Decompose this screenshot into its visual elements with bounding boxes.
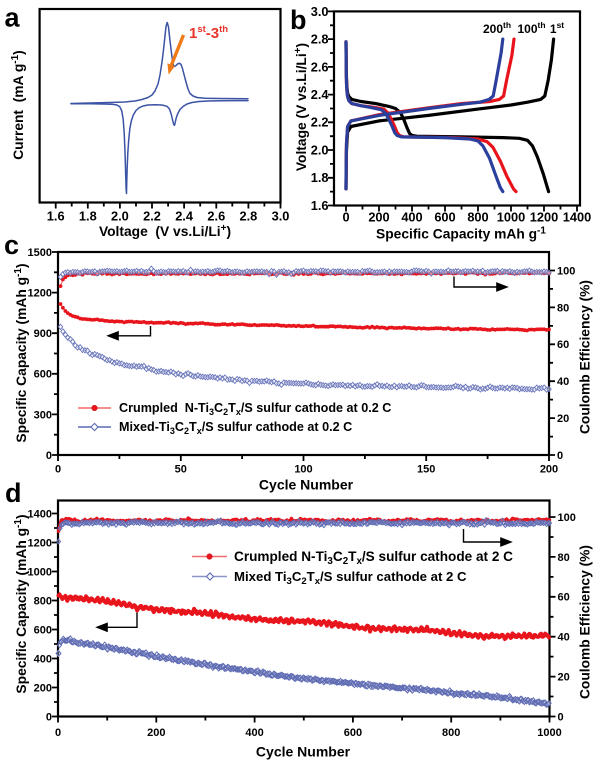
svg-text:1.8: 1.8 — [311, 170, 329, 185]
svg-text:0: 0 — [55, 727, 61, 739]
svg-text:2.4: 2.4 — [311, 87, 330, 102]
svg-text:200: 200 — [147, 727, 165, 739]
svg-text:80: 80 — [558, 552, 570, 564]
svg-text:900: 900 — [34, 328, 52, 340]
svg-text:1400: 1400 — [28, 508, 52, 520]
svg-text:200: 200 — [540, 464, 558, 476]
svg-text:150: 150 — [417, 464, 435, 476]
svg-text:200: 200 — [34, 682, 52, 694]
svg-text:100: 100 — [294, 464, 312, 476]
svg-text:2.0: 2.0 — [311, 142, 329, 157]
svg-text:3.0: 3.0 — [272, 209, 290, 224]
svg-text:1.6: 1.6 — [47, 209, 65, 224]
svg-text:400: 400 — [34, 653, 52, 665]
svg-text:1200: 1200 — [28, 288, 52, 300]
svg-text:2.2: 2.2 — [143, 209, 161, 224]
svg-text:Specific Capacity mAh g-1​: Specific Capacity mAh g-1​ — [376, 225, 546, 241]
svg-text:40: 40 — [558, 632, 570, 644]
svg-text:600: 600 — [344, 727, 362, 739]
svg-text:2.8: 2.8 — [240, 209, 258, 224]
svg-text:Coulomb Efficiency (%): Coulomb Efficiency (%) — [578, 280, 593, 434]
svg-text:0: 0 — [557, 450, 563, 462]
svg-text:400: 400 — [245, 727, 263, 739]
svg-text:2.4: 2.4 — [175, 209, 194, 224]
svg-text:Current (mA g-1​): Current (mA g-1​) — [10, 50, 26, 160]
svg-text:1200: 1200 — [530, 209, 558, 224]
svg-text:Voltage (V vs.Li/Li+​): Voltage (V vs.Li/Li+​) — [293, 43, 309, 171]
svg-text:Crumpled N-Ti3​C2​Tx​/S sulfur: Crumpled N-Ti3​C2​Tx​/S sulfur cathode a… — [234, 549, 513, 567]
svg-text:800: 800 — [34, 595, 52, 607]
svg-text:Cycle Number: Cycle Number — [259, 477, 354, 493]
svg-text:2.6: 2.6 — [207, 209, 225, 224]
svg-text:50: 50 — [175, 464, 187, 476]
svg-text:d: d — [5, 478, 22, 508]
svg-text:Cycle Number: Cycle Number — [256, 744, 351, 760]
svg-text:a: a — [5, 3, 21, 33]
svg-text:Voltage (V vs.Li/Li+​): Voltage (V vs.Li/Li+​) — [99, 223, 231, 239]
svg-text:0: 0 — [46, 711, 52, 723]
svg-text:600: 600 — [34, 624, 52, 636]
svg-text:80: 80 — [557, 302, 569, 314]
svg-text:60: 60 — [558, 592, 570, 604]
svg-text:1.6: 1.6 — [311, 198, 329, 213]
svg-text:Coulomb Efficiency (%): Coulomb Efficiency (%) — [578, 545, 593, 699]
svg-text:2.0: 2.0 — [111, 209, 129, 224]
svg-text:20: 20 — [557, 413, 569, 425]
svg-text:100: 100 — [557, 265, 575, 277]
svg-text:Crumpled N-Ti3​C2​Tx​/S sulfu: Crumpled N-Ti3​C2​Tx​/S sulfur cathode a… — [119, 401, 391, 417]
svg-text:Mixed-Ti3​C2​Tx​/S sulfur cath: Mixed-Ti3​C2​Tx​/S sulfur cathode at 0.2… — [119, 420, 352, 436]
svg-text:1500: 1500 — [28, 247, 52, 259]
svg-text:1.8: 1.8 — [79, 209, 97, 224]
svg-text:2.2: 2.2 — [311, 115, 329, 130]
svg-text:2.6: 2.6 — [311, 59, 329, 74]
svg-text:800: 800 — [442, 727, 460, 739]
svg-text:2.8: 2.8 — [311, 32, 329, 47]
svg-text:600: 600 — [434, 209, 455, 224]
svg-text:Specific Capacity (mAh g-1​): Specific Capacity (mAh g-1​) — [13, 514, 29, 693]
svg-text:1200: 1200 — [28, 537, 52, 549]
svg-text:1000: 1000 — [537, 727, 561, 739]
svg-text:0: 0 — [342, 209, 349, 224]
svg-text:800: 800 — [467, 209, 488, 224]
svg-text:b: b — [290, 5, 307, 35]
svg-text:0: 0 — [46, 450, 52, 462]
svg-text:Specific Capacity (mAh g-1​): Specific Capacity (mAh g-1​) — [13, 263, 29, 442]
svg-text:600: 600 — [34, 369, 52, 381]
svg-text:3.0: 3.0 — [311, 4, 329, 19]
svg-text:1400: 1400 — [563, 209, 591, 224]
svg-text:20: 20 — [558, 672, 570, 684]
svg-text:0: 0 — [55, 464, 61, 476]
svg-text:60: 60 — [557, 339, 569, 351]
svg-text:300: 300 — [34, 409, 52, 421]
svg-text:1000: 1000 — [497, 209, 525, 224]
svg-text:40: 40 — [557, 376, 569, 388]
svg-text:0: 0 — [558, 711, 564, 723]
svg-text:400: 400 — [401, 209, 422, 224]
svg-text:100: 100 — [558, 512, 576, 524]
svg-text:1000: 1000 — [28, 566, 52, 578]
svg-text:Mixed Ti3​C2​Tx​/S sulfur cath: Mixed Ti3​C2​Tx​/S sulfur cathode at 2 C — [234, 569, 467, 587]
svg-text:c: c — [4, 230, 19, 260]
svg-text:200: 200 — [368, 209, 389, 224]
